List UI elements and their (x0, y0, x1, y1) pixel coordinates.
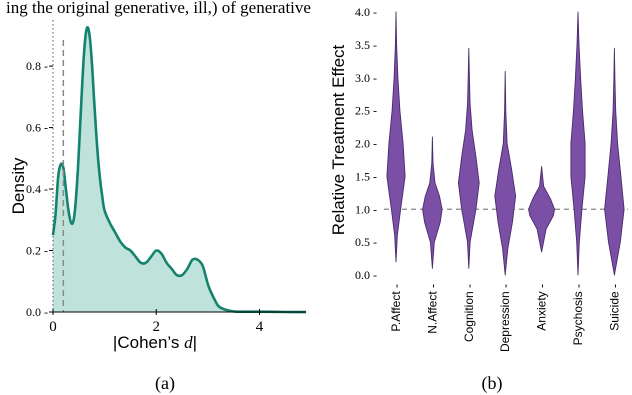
x-label-part-3: | (193, 333, 197, 352)
y-tick-label: 1.0 - (355, 202, 377, 216)
category-label: Suicide - (607, 284, 621, 331)
density-chart-panel: 0 2 4 0.0 - 0.2 - 0.4 - 0.6 - 0.8 - Density |Co… (9, 20, 307, 394)
violin-psychosis (570, 11, 586, 276)
density-line (51, 25, 307, 314)
y-tick-label: 2.5 - (355, 104, 377, 118)
violin-chart-panel: 0.0 - 0.5 - 1.0 - 1.5 - 2.0 - 2.5 - 3.0 - 3.5 -… (329, 5, 628, 394)
category-label: Depression - (498, 284, 512, 352)
y-tick-label: 0.4 - (26, 182, 48, 196)
violin-n-affect (422, 136, 443, 269)
x-label-part-2: d (184, 333, 193, 352)
category-label: Anxiety - (535, 284, 549, 331)
cropped-header-text: ing the original generative, ill,) of ge… (6, 0, 311, 17)
y-tick-label: 0.0 - (26, 305, 48, 319)
violin-y-axis-label: Relative Treatment Effect (329, 44, 348, 235)
panel-b-caption: (b) (482, 373, 503, 394)
density-fill (53, 27, 306, 313)
density-area (51, 25, 307, 314)
violin-suicide (604, 47, 625, 276)
x-tick-label: 2 (153, 319, 161, 335)
violins (386, 11, 625, 276)
x-tick-label: 4 (256, 319, 264, 335)
violin-p-affect (386, 11, 406, 263)
y-tick-label: 0.5 - (355, 235, 377, 249)
y-tick-label: 0.6 - (26, 121, 48, 135)
category-label: Psychosis - (571, 284, 585, 345)
y-tick-label: 4.0 - (355, 5, 377, 19)
category-label: Cognition - (462, 284, 476, 342)
x-label-part-1: |Cohen’s (113, 333, 184, 352)
violin-cognition (457, 47, 480, 269)
density-x-axis-label: |Cohen’s d| (113, 333, 197, 352)
reference-lines (52, 20, 65, 312)
density-y-axis-label: Density (9, 157, 28, 214)
y-tick-label: 0.8 - (26, 59, 48, 73)
panel-a-caption: (a) (155, 373, 175, 394)
category-label: N.Affect - (425, 284, 439, 334)
y-tick-label: 0.0 - (355, 268, 377, 282)
y-tick-label: 3.0 - (355, 71, 377, 85)
category-label: P.Affect - (389, 284, 403, 332)
density-axes: 0 2 4 0.0 - 0.2 - 0.4 - 0.6 - 0.8 - (26, 59, 306, 335)
violin-anxiety (528, 166, 556, 253)
violin-axes: 0.0 - 0.5 - 1.0 - 1.5 - 2.0 - 2.5 - 3.0 - 3.5 -… (355, 5, 621, 352)
x-tick-label: 0 (49, 319, 57, 335)
violin-depression (494, 70, 517, 276)
y-tick-label: 3.5 - (355, 38, 377, 52)
y-tick-label: 0.2 - (26, 244, 48, 258)
y-tick-label: 1.5 - (355, 169, 377, 183)
y-tick-label: 2.0 - (355, 137, 377, 151)
